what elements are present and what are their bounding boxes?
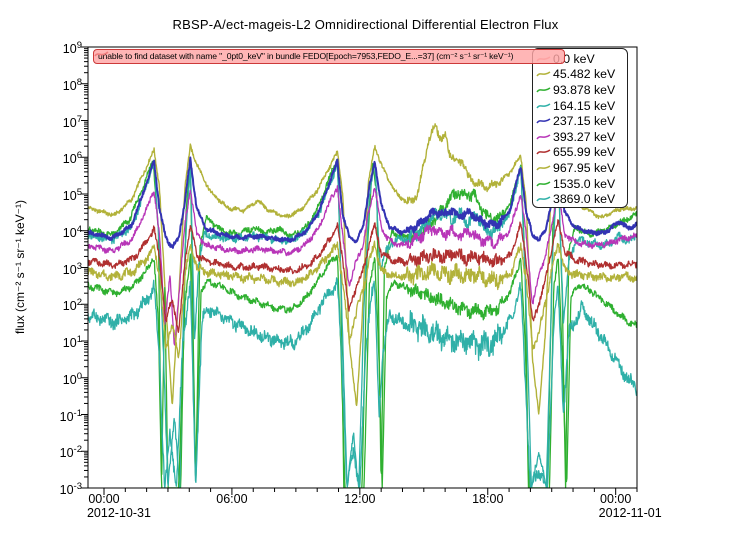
warning-banner[interactable]: unable to find dataset with name "_0pt0_… <box>93 49 565 64</box>
x-tick-label[interactable]: 18:00 <box>472 492 504 506</box>
legend-swatch-icon <box>536 196 551 202</box>
warning-squiggle-icon <box>94 51 109 57</box>
page-title: RBSP-A/ect-mageis-L2 Omnidirectional Dif… <box>172 17 559 32</box>
y-tick-label[interactable]: 109 <box>62 40 82 57</box>
legend-item-label: 93.878 keV <box>553 82 616 97</box>
legend-swatch-icon <box>536 149 551 155</box>
legend-item[interactable]: 393.27 keV <box>536 129 627 145</box>
legend-item[interactable]: 1535.0 keV <box>536 176 627 192</box>
y-tick-label[interactable]: 103 <box>62 260 82 277</box>
legend-item-label: 967.95 keV <box>553 160 616 175</box>
y-tick-label[interactable]: 104 <box>62 223 82 240</box>
legend-item[interactable]: 237.15 keV <box>536 113 627 129</box>
series-line-237-15-kev <box>88 156 637 249</box>
x-date-label[interactable]: 2012-11-01 <box>598 506 662 520</box>
legend-item-label: 655.99 keV <box>553 145 616 160</box>
legend-item-label: 164.15 keV <box>553 98 616 113</box>
y-tick-label[interactable]: 10-2 <box>59 444 82 461</box>
legend-item-label: 393.27 keV <box>553 129 616 144</box>
y-tick-label[interactable]: 101 <box>62 334 82 351</box>
legend-swatch-icon <box>536 87 551 93</box>
series-line-393-27-kev <box>88 185 637 346</box>
legend-item[interactable]: 93.878 keV <box>536 82 627 98</box>
plot-frame <box>87 46 638 489</box>
series-line-655-99-kev <box>88 219 637 333</box>
x-date-label[interactable]: 2012-10-31 <box>86 506 151 520</box>
series-line-3869-0-kev <box>88 277 637 488</box>
legend-item[interactable]: 967.95 keV <box>536 160 627 176</box>
x-tick-label[interactable]: 06:00 <box>216 492 248 506</box>
y-tick-label[interactable]: 100 <box>62 370 82 387</box>
legend-swatch-icon <box>536 165 551 171</box>
legend-item[interactable]: 45.482 keV <box>536 67 627 83</box>
legend-item-label: 45.482 keV <box>553 67 616 82</box>
legend-item-label: 1535.0 keV <box>553 176 616 191</box>
y-tick-label[interactable]: 106 <box>62 150 82 167</box>
axis-ticks <box>81 46 638 495</box>
x-tick-label[interactable]: 00:00 <box>88 492 120 506</box>
y-tick-label[interactable]: 10-1 <box>59 407 82 424</box>
legend-item[interactable]: 164.15 keV <box>536 98 627 114</box>
warning-text: unable to find dataset with name "_0pt0_… <box>98 51 514 61</box>
legend-swatch-icon <box>536 180 551 187</box>
y-tick-label[interactable]: 107 <box>62 113 82 130</box>
legend-swatch-icon <box>536 102 551 109</box>
x-tick-label[interactable]: 00:00 <box>600 492 632 506</box>
series-line-1535-0-kev <box>88 253 637 488</box>
y-tick-label[interactable]: 10-3 <box>59 481 82 498</box>
legend-item[interactable]: 655.99 keV <box>536 145 627 161</box>
series-line-967-95-kev <box>88 240 637 359</box>
legend-swatch-icon <box>536 134 551 140</box>
y-tick-label[interactable]: 102 <box>62 297 82 314</box>
legend-swatch-icon <box>536 71 551 77</box>
legend-item-label: 3869.0 keV <box>553 192 616 207</box>
series-line-93-878-kev <box>88 158 637 488</box>
x-tick-label[interactable]: 12:00 <box>344 492 376 506</box>
y-tick-label[interactable]: 105 <box>62 187 82 204</box>
legend[interactable]: 0.0 keV 45.482 keV 93.878 keV 164.15 keV 237… <box>532 48 628 208</box>
series-lines <box>88 123 637 488</box>
legend-item[interactable]: 3869.0 keV <box>536 191 627 207</box>
legend-item-label: 237.15 keV <box>553 114 616 129</box>
y-tick-label[interactable]: 108 <box>62 76 82 93</box>
legend-swatch-icon <box>536 118 551 124</box>
